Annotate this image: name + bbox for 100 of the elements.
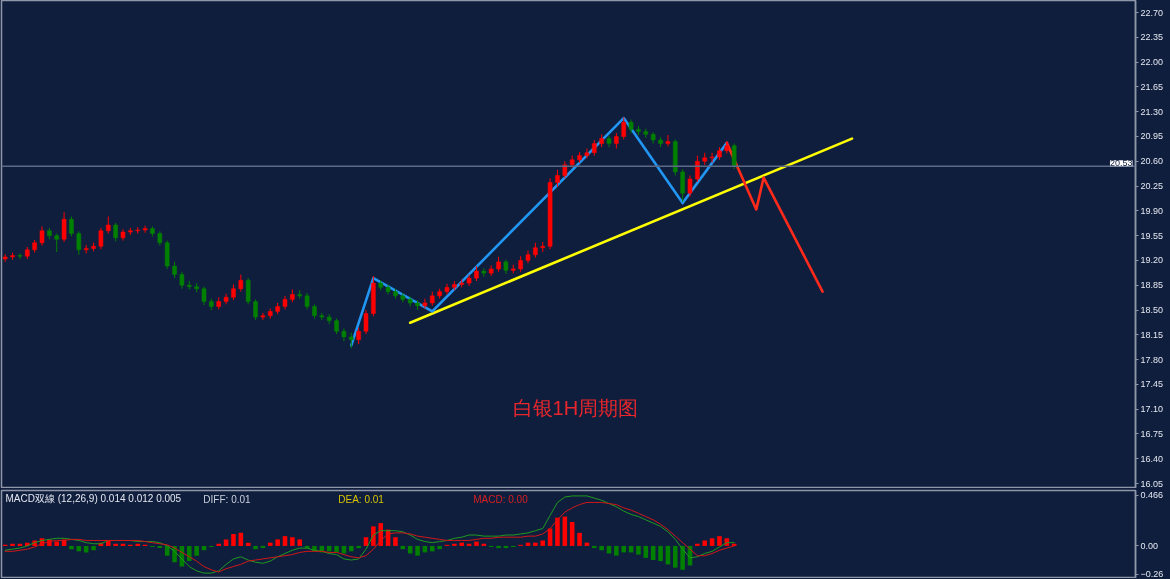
y-tick-label: 19.20 xyxy=(1140,255,1164,266)
bar xyxy=(695,543,700,546)
candlestick xyxy=(54,233,59,253)
y-tick-label: 22.70 xyxy=(1140,7,1164,18)
annotation: 白银1H周期图 xyxy=(512,397,639,420)
y-tick-label: 21.30 xyxy=(1140,106,1164,117)
line-series xyxy=(349,116,729,347)
bar xyxy=(297,539,303,546)
bar xyxy=(113,543,118,546)
annotation: DIFF: 0.01 xyxy=(203,494,252,506)
y-tick-label: 0.466 xyxy=(1140,490,1164,501)
y-tick-label: 17.45 xyxy=(1140,379,1164,390)
bar xyxy=(577,532,582,546)
y-tick-label: 17.80 xyxy=(1140,354,1164,365)
bar xyxy=(614,545,619,556)
bar xyxy=(54,541,60,546)
candlestick xyxy=(245,277,251,305)
bar xyxy=(717,536,722,546)
candlestick xyxy=(709,152,715,164)
bar xyxy=(356,545,361,549)
candlestick xyxy=(628,118,634,134)
candlestick xyxy=(363,309,369,335)
candlestick xyxy=(422,298,428,310)
bar xyxy=(135,543,141,546)
candlestick xyxy=(201,286,207,306)
candlestick xyxy=(695,155,700,183)
bar xyxy=(407,545,413,554)
annotation: MACD: 0.00 xyxy=(473,494,529,506)
bar xyxy=(599,545,604,551)
bar xyxy=(474,541,479,546)
bar xyxy=(672,545,678,568)
candlestick xyxy=(113,222,118,242)
candlestick xyxy=(260,312,266,321)
bar xyxy=(223,539,229,546)
bar xyxy=(555,517,560,546)
candlestick xyxy=(444,283,450,295)
candlestick xyxy=(69,216,74,237)
y-tick-label: 20.60 xyxy=(1140,156,1164,167)
y-tick-label: 17.10 xyxy=(1140,404,1164,415)
bar xyxy=(186,545,192,562)
bar xyxy=(267,542,273,546)
candlestick xyxy=(731,143,737,170)
bar xyxy=(69,545,74,550)
candlestick xyxy=(606,135,612,148)
bar xyxy=(275,539,280,546)
y-tick-label: 19.90 xyxy=(1140,205,1164,216)
y-tick-label: 18.85 xyxy=(1140,280,1164,291)
bar xyxy=(496,545,501,549)
candlestick xyxy=(17,252,23,260)
candlestick xyxy=(223,293,229,305)
bar xyxy=(216,543,222,546)
y-tick-label: 19.55 xyxy=(1140,230,1164,241)
bar xyxy=(459,542,465,546)
y-tick-label: 18.15 xyxy=(1140,329,1164,340)
candlestick xyxy=(164,240,170,270)
candlestick xyxy=(98,227,104,250)
candlestick xyxy=(680,168,685,203)
line-series xyxy=(725,141,824,293)
y-tick-label: 20.25 xyxy=(1140,181,1164,192)
candlestick xyxy=(584,148,590,159)
candlestick xyxy=(253,298,258,321)
bar xyxy=(591,545,597,549)
candlestick xyxy=(120,228,126,242)
bar xyxy=(658,545,663,562)
y-tick-label: −0.26 xyxy=(1140,569,1164,579)
annotation: DEA: 0.01 xyxy=(338,494,385,506)
bar xyxy=(636,545,641,555)
bar xyxy=(709,538,715,546)
bar xyxy=(341,545,347,554)
candlestick xyxy=(142,225,148,234)
candlestick xyxy=(39,225,45,247)
bar xyxy=(702,540,708,546)
bar xyxy=(533,542,538,546)
y-tick-label: 18.50 xyxy=(1140,305,1164,316)
candlestick xyxy=(621,116,626,140)
y-tick-label: 22.35 xyxy=(1140,32,1164,43)
bar xyxy=(437,545,442,550)
candlestick xyxy=(61,211,67,243)
y-tick-label: 16.75 xyxy=(1140,428,1164,439)
ref-line-label: 20.53 xyxy=(1109,158,1133,169)
candlestick xyxy=(687,174,693,198)
bar xyxy=(10,543,15,546)
bar xyxy=(91,545,96,551)
bar xyxy=(415,545,420,556)
bar xyxy=(680,545,685,570)
bar xyxy=(334,545,339,553)
y-tick-label: 16.05 xyxy=(1140,478,1164,489)
y-tick-label: 20.95 xyxy=(1140,131,1164,142)
bar xyxy=(429,545,435,552)
bar xyxy=(231,533,236,546)
candlestick xyxy=(665,134,671,147)
candlestick xyxy=(76,230,82,256)
y-tick-label: 0.00 xyxy=(1140,540,1159,551)
bar xyxy=(348,545,354,552)
y-tick-label: 16.40 xyxy=(1140,453,1164,464)
candlestick xyxy=(341,327,347,342)
y-tick-label: 21.65 xyxy=(1140,81,1164,92)
bar xyxy=(253,545,258,550)
bar xyxy=(194,545,199,556)
y-tick-label: 22.00 xyxy=(1140,57,1164,68)
